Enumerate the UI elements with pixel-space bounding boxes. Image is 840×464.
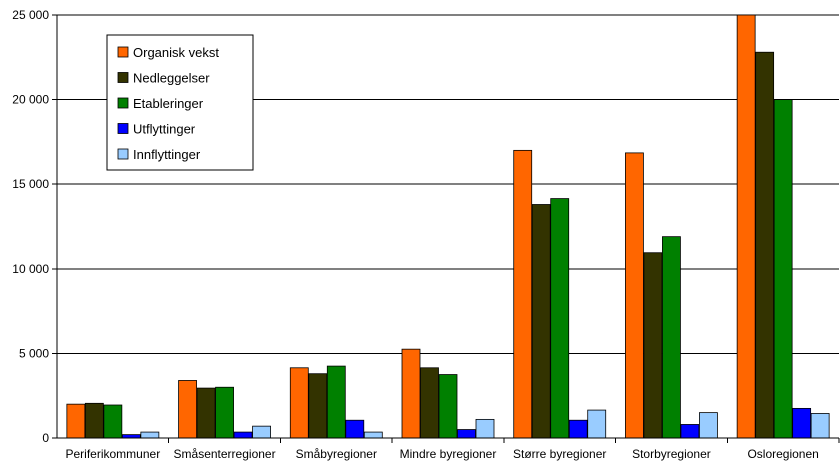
- legend-swatch: [117, 72, 129, 83]
- bar: [736, 14, 756, 439]
- legend-swatch: [117, 46, 129, 58]
- legend-label: Utflyttinger: [133, 122, 196, 137]
- legend-label: Etableringer: [133, 96, 204, 111]
- bars: [66, 14, 830, 439]
- legend-swatch: [117, 123, 129, 134]
- bar: [550, 198, 570, 439]
- bar: [178, 380, 197, 439]
- bar: [625, 152, 644, 439]
- bar: [233, 431, 253, 439]
- bar: [308, 373, 328, 439]
- y-tick-label: 25 000: [12, 8, 49, 22]
- legend-label: Innflyttinger: [133, 147, 201, 162]
- bar: [568, 419, 588, 439]
- bar: [513, 149, 533, 439]
- axes: [52, 14, 840, 443]
- y-tick-label: 15 000: [12, 177, 49, 191]
- bar: [401, 348, 421, 439]
- x-tick-label: Osloregionen: [747, 447, 818, 461]
- bar: [215, 386, 234, 439]
- bar: [420, 367, 439, 439]
- y-tick-label: 0: [42, 431, 49, 445]
- bar: [84, 402, 104, 439]
- bar: [457, 429, 476, 439]
- bar: [475, 418, 495, 439]
- x-tick-label: Storbyregioner: [632, 447, 711, 461]
- legend: Organisk vekst Nedleggelser Etableringer Ut…: [106, 34, 254, 171]
- bar: [289, 367, 309, 439]
- x-tick-label: Småsenterregioner: [174, 447, 276, 461]
- bar: [699, 412, 718, 439]
- x-tick-label: Mindre byregioner: [400, 447, 497, 461]
- legend-label: Organisk vekst: [133, 45, 219, 60]
- bar: [252, 425, 271, 439]
- legend-swatch: [117, 97, 129, 109]
- bar: [531, 204, 551, 439]
- bar: [103, 404, 123, 439]
- x-tick-label: Større byregioner: [513, 447, 606, 461]
- bar: [773, 99, 793, 439]
- bar: [810, 413, 830, 439]
- bar: [121, 434, 141, 439]
- bar: [345, 419, 365, 439]
- x-tick-labels: Periferikommuner Småsenterregioner Småbyre…: [66, 447, 819, 461]
- bar: [66, 403, 86, 439]
- legend-label: Nedleggelser: [133, 71, 210, 86]
- y-tick-label: 20 000: [12, 93, 49, 107]
- x-tick-label: Småbyregioner: [296, 447, 377, 461]
- bar: [363, 431, 383, 439]
- y-tick-labels: 0 5 000 10 000 15 000 20 000 25 000: [12, 8, 49, 445]
- bar: [792, 407, 812, 439]
- bar: [140, 431, 160, 439]
- bar: [196, 387, 216, 439]
- bar: [326, 365, 346, 439]
- bar: [643, 252, 663, 439]
- bar: [680, 424, 700, 439]
- bar: [755, 51, 775, 439]
- x-tick-label: Periferikommuner: [66, 447, 161, 461]
- bar: [662, 236, 681, 439]
- y-tick-label: 10 000: [12, 262, 49, 276]
- legend-swatch: [117, 148, 129, 160]
- bar: [587, 409, 607, 439]
- y-tick-label: 5 000: [19, 346, 49, 360]
- legend-box: [106, 34, 254, 171]
- bar: [438, 374, 458, 439]
